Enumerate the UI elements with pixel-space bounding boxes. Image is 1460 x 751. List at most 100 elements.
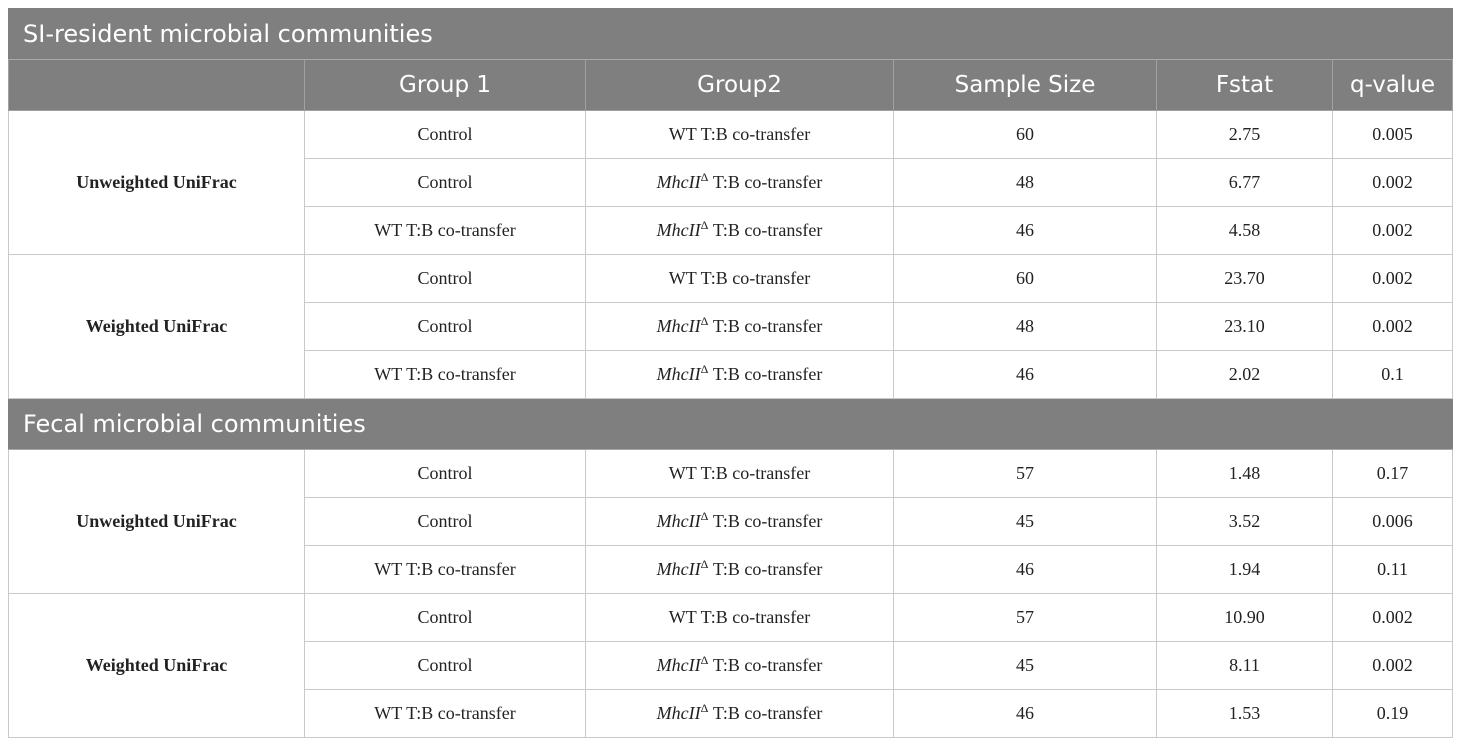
fstat-cell: 3.52	[1156, 497, 1333, 546]
gene-superscript: Δ	[700, 362, 709, 376]
q-value-cell: 0.11	[1331, 545, 1454, 594]
gene-symbol: MhcII	[656, 316, 701, 336]
group1-cell: Control	[304, 254, 586, 303]
q-value-cell: 0.002	[1331, 641, 1454, 690]
column-header: Fstat	[1156, 59, 1333, 111]
sample-size-cell: 60	[893, 254, 1157, 303]
sample-size-cell: 57	[893, 449, 1157, 498]
fstat-cell: 1.48	[1156, 449, 1333, 498]
fstat-cell: 2.02	[1156, 350, 1333, 399]
gene-suffix: T:B co-transfer	[708, 364, 823, 384]
gene-suffix: T:B co-transfer	[708, 703, 823, 723]
gene-symbol: MhcII	[656, 559, 701, 579]
group1-cell: WT T:B co-transfer	[304, 350, 586, 399]
fstat-cell: 23.70	[1156, 254, 1333, 303]
table-row: Unweighted UniFrac Control WT T:B co-trans…	[8, 449, 1454, 594]
group2-cell: MhcIIΔ T:B co-transfer	[585, 158, 894, 207]
header-blank-cell	[8, 59, 305, 111]
column-header: Group2	[585, 59, 894, 111]
sample-size-cell: 48	[893, 158, 1157, 207]
gene-suffix: T:B co-transfer	[708, 172, 823, 192]
sample-size-cell: 46	[893, 545, 1157, 594]
q-value-cell: 0.19	[1331, 689, 1454, 738]
gene-symbol: MhcII	[656, 703, 701, 723]
group2-cell: MhcIIΔ T:B co-transfer	[585, 641, 894, 690]
gene-superscript: Δ	[700, 170, 709, 184]
table-row: Weighted UniFrac Control WT T:B co-transfe…	[8, 593, 1454, 738]
fstat-cell: 10.90	[1156, 593, 1333, 642]
sample-size-cell: 60	[893, 110, 1157, 159]
results-table: SI-resident microbial communities Group 1…	[7, 8, 1454, 738]
gene-symbol: MhcII	[656, 220, 701, 240]
metric-label: Unweighted UniFrac	[8, 449, 305, 594]
group2-cell: WT T:B co-transfer	[585, 593, 894, 642]
metric-label: Weighted UniFrac	[8, 593, 305, 738]
sample-size-cell: 48	[893, 302, 1157, 351]
group1-cell: WT T:B co-transfer	[304, 545, 586, 594]
fstat-cell: 2.75	[1156, 110, 1333, 159]
q-value-cell: 0.002	[1331, 158, 1454, 207]
table-row: Control MhcIIΔ T:B co-transfer 48 23.10 0.00…	[9, 302, 1454, 351]
column-header: Sample Size	[893, 59, 1157, 111]
group2-cell: MhcIIΔ T:B co-transfer	[585, 689, 894, 738]
gene-symbol: MhcII	[656, 364, 701, 384]
column-header: Group 1	[304, 59, 586, 111]
section-title: Fecal microbial communities	[7, 398, 1454, 450]
q-value-cell: 0.1	[1331, 350, 1454, 399]
column-header: q-value	[1331, 59, 1454, 111]
column-header-row: Group 1 Group2 Sample Size Fstat q-value	[8, 59, 1454, 111]
group1-cell: Control	[304, 593, 586, 642]
group1-cell: WT T:B co-transfer	[304, 689, 586, 738]
group1-cell: Control	[304, 158, 586, 207]
sample-size-cell: 46	[893, 206, 1157, 255]
q-value-cell: 0.006	[1331, 497, 1454, 546]
gene-superscript: Δ	[700, 701, 709, 715]
table-body: SI-resident microbial communities Group 1…	[7, 8, 1454, 738]
table-row: WT T:B co-transfer MhcIIΔ T:B co-transfer…	[9, 689, 1454, 738]
q-value-cell: 0.17	[1331, 449, 1454, 498]
group2-cell: MhcIIΔ T:B co-transfer	[585, 545, 894, 594]
group2-cell: WT T:B co-transfer	[585, 449, 894, 498]
gene-superscript: Δ	[700, 509, 709, 523]
gene-suffix: T:B co-transfer	[708, 220, 823, 240]
group1-cell: WT T:B co-transfer	[304, 206, 586, 255]
gene-superscript: Δ	[700, 557, 709, 571]
table-row: Unweighted UniFrac Control WT T:B co-trans…	[8, 110, 1454, 255]
q-value-cell: 0.005	[1331, 110, 1454, 159]
sample-size-cell: 45	[893, 641, 1157, 690]
table-row: Control MhcIIΔ T:B co-transfer 45 3.52 0.006	[9, 497, 1454, 546]
group1-cell: Control	[304, 449, 586, 498]
fstat-cell: 1.53	[1156, 689, 1333, 738]
group1-cell: Control	[304, 302, 586, 351]
group2-cell: MhcIIΔ T:B co-transfer	[585, 302, 894, 351]
group2-cell: MhcIIΔ T:B co-transfer	[585, 497, 894, 546]
sample-size-cell: 57	[893, 593, 1157, 642]
fstat-cell: 23.10	[1156, 302, 1333, 351]
gene-symbol: MhcII	[656, 511, 701, 531]
gene-suffix: T:B co-transfer	[708, 559, 823, 579]
group2-cell: MhcIIΔ T:B co-transfer	[585, 350, 894, 399]
gene-superscript: Δ	[700, 218, 709, 232]
table-row: WT T:B co-transfer MhcIIΔ T:B co-transfer…	[9, 545, 1454, 594]
section-header-row: Fecal microbial communities	[7, 398, 1454, 450]
group1-cell: Control	[304, 641, 586, 690]
group2-cell: WT T:B co-transfer	[585, 110, 894, 159]
table-row: WT T:B co-transfer MhcIIΔ T:B co-transfer…	[9, 350, 1454, 399]
group2-cell: MhcIIΔ T:B co-transfer	[585, 206, 894, 255]
section-title: SI-resident microbial communities	[7, 8, 1454, 60]
gene-suffix: T:B co-transfer	[708, 316, 823, 336]
gene-symbol: MhcII	[656, 172, 701, 192]
gene-suffix: T:B co-transfer	[708, 655, 823, 675]
metric-label: Unweighted UniFrac	[8, 110, 305, 255]
gene-suffix: T:B co-transfer	[708, 511, 823, 531]
fstat-cell: 6.77	[1156, 158, 1333, 207]
fstat-cell: 1.94	[1156, 545, 1333, 594]
fstat-cell: 4.58	[1156, 206, 1333, 255]
metric-label: Weighted UniFrac	[8, 254, 305, 399]
gene-symbol: MhcII	[656, 655, 701, 675]
fstat-cell: 8.11	[1156, 641, 1333, 690]
sample-size-cell: 46	[893, 350, 1157, 399]
group2-cell: WT T:B co-transfer	[585, 254, 894, 303]
q-value-cell: 0.002	[1331, 302, 1454, 351]
gene-superscript: Δ	[700, 314, 709, 328]
